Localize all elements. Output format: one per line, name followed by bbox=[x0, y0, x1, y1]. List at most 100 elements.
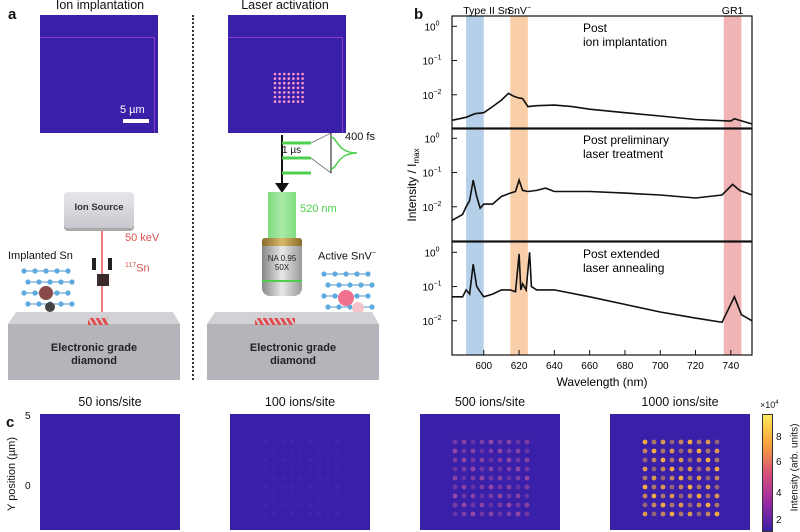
map-title: 50 ions/site bbox=[40, 395, 180, 409]
emitter-spot bbox=[652, 503, 657, 508]
map-title: 100 ions/site bbox=[230, 395, 370, 409]
colorbar-tick-6: 6 bbox=[776, 457, 782, 468]
emitter-spot bbox=[661, 494, 666, 499]
emitter-spot bbox=[335, 503, 340, 508]
lattice-atom bbox=[54, 290, 59, 295]
activated-spot bbox=[301, 87, 304, 90]
implanted-spots bbox=[88, 318, 108, 325]
emitter-spot bbox=[335, 467, 340, 472]
emitter-spot bbox=[498, 503, 503, 508]
emitter-spot bbox=[643, 476, 648, 481]
emitter-spot bbox=[290, 503, 295, 508]
emitter-spot bbox=[299, 440, 304, 445]
emitter-spot bbox=[706, 494, 711, 499]
ytick-exp: −2 bbox=[434, 201, 442, 208]
emitter-spot bbox=[317, 503, 322, 508]
emitter-spot bbox=[643, 440, 648, 445]
marker-line-h bbox=[40, 37, 154, 38]
emitter-spot bbox=[516, 458, 521, 463]
substrate-line2: diamond bbox=[71, 355, 117, 367]
emitter-spot bbox=[661, 458, 666, 463]
emitter-spot bbox=[263, 485, 268, 490]
emitter-spot bbox=[317, 485, 322, 490]
emitter-spot bbox=[136, 503, 141, 508]
emitter-spot bbox=[480, 449, 485, 454]
emitter-spot bbox=[100, 467, 105, 472]
emitter-spot bbox=[263, 458, 268, 463]
panel-divider bbox=[192, 15, 194, 380]
marker-line-h bbox=[228, 37, 342, 38]
emitter-spot bbox=[471, 449, 476, 454]
emitter-spot bbox=[507, 476, 512, 481]
emitter-spot bbox=[652, 512, 657, 517]
activated-spot bbox=[297, 73, 300, 76]
emitter-spot bbox=[507, 458, 512, 463]
emitter-spot bbox=[706, 503, 711, 508]
activated-spot bbox=[292, 91, 295, 94]
emitter-spot bbox=[661, 449, 666, 454]
lattice-atom bbox=[58, 301, 63, 306]
activated-spot bbox=[292, 77, 295, 80]
emitter-spot bbox=[679, 503, 684, 508]
emitter-spot bbox=[73, 449, 78, 454]
emitter-spot bbox=[661, 485, 666, 490]
emitter-spot bbox=[697, 476, 702, 481]
band-label-sup: − bbox=[527, 5, 531, 12]
emitter-spot bbox=[462, 449, 467, 454]
emitter-spot bbox=[317, 449, 322, 454]
emitter-spot bbox=[715, 485, 720, 490]
energy-label: 50 keV bbox=[125, 232, 159, 244]
activated-spot bbox=[274, 82, 277, 85]
emitter-spot bbox=[308, 467, 313, 472]
emitter-spot bbox=[127, 440, 132, 445]
activated-spot bbox=[301, 91, 304, 94]
emitter-spot bbox=[290, 494, 295, 499]
activated-spot bbox=[274, 91, 277, 94]
lattice-atom bbox=[336, 282, 341, 287]
lattice-atom bbox=[325, 282, 330, 287]
emitter-spot bbox=[453, 476, 458, 481]
ion-source: Ion Source bbox=[64, 192, 134, 228]
emitter-spot bbox=[525, 476, 530, 481]
activated-spot bbox=[288, 100, 291, 103]
activated-spot bbox=[278, 87, 281, 90]
emitter-spot bbox=[290, 476, 295, 481]
activated-spot bbox=[301, 100, 304, 103]
emitter-spot bbox=[100, 512, 105, 517]
emitter-spot bbox=[516, 449, 521, 454]
lattice-atom bbox=[354, 271, 359, 276]
emitter-spot bbox=[91, 512, 96, 517]
emitter-spot bbox=[697, 440, 702, 445]
marker-line-v bbox=[154, 37, 155, 133]
aperture-left bbox=[92, 258, 96, 270]
lattice-atom bbox=[25, 279, 30, 284]
xtick-label: 640 bbox=[546, 361, 563, 372]
laser-activation-title: Laser activation bbox=[225, 0, 345, 12]
lattice-atom bbox=[325, 304, 330, 309]
emitter-spot bbox=[82, 476, 87, 481]
emitter-spot bbox=[516, 512, 521, 517]
emitter-spot bbox=[100, 503, 105, 508]
activated-spot bbox=[288, 87, 291, 90]
emitter-spot bbox=[525, 449, 530, 454]
emitter-spot bbox=[263, 494, 268, 499]
activated-spot bbox=[297, 91, 300, 94]
emitter-spot bbox=[299, 458, 304, 463]
lattice-atom bbox=[36, 279, 41, 284]
emitter-spot bbox=[91, 485, 96, 490]
ytick-label: 10−1 bbox=[422, 167, 441, 180]
emitter-spot bbox=[471, 467, 476, 472]
emitter-spot bbox=[670, 458, 675, 463]
emitter-spot bbox=[489, 476, 494, 481]
activated-spot bbox=[288, 82, 291, 85]
panel-a-letter: a bbox=[8, 6, 16, 23]
emitter-spot bbox=[91, 449, 96, 454]
emitter-spot bbox=[73, 467, 78, 472]
emitter-spot bbox=[308, 485, 313, 490]
emitter-spot bbox=[317, 440, 322, 445]
emitter-spot bbox=[118, 512, 123, 517]
pulse-period-label: 1 µs bbox=[282, 145, 301, 156]
emitter-spot bbox=[507, 449, 512, 454]
activated-spot bbox=[297, 82, 300, 85]
